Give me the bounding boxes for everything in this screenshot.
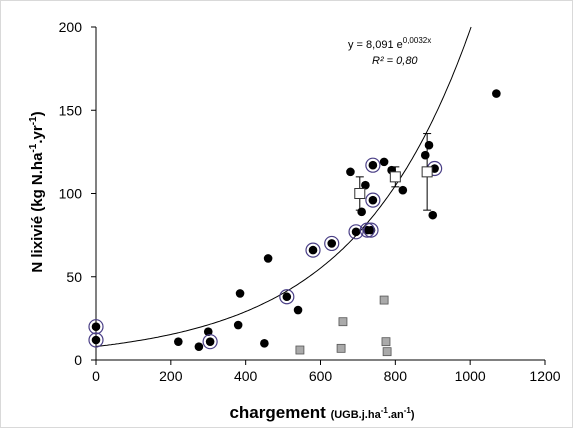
r-squared-name: R² [372, 55, 384, 67]
data-point-filled [235, 289, 245, 298]
data-point-filled [351, 227, 361, 237]
data-point-filled [293, 305, 303, 315]
data-point-filled [379, 157, 389, 167]
data-point-ring [324, 235, 340, 252]
data-point-ring [279, 289, 295, 305]
data-point-square [295, 345, 305, 355]
y-tick-labels: 0 50 100 150 200 [59, 19, 83, 368]
y-axis [91, 26, 97, 361]
data-point-open-square [389, 171, 401, 183]
data-point-ring [305, 242, 321, 258]
y-axis-title-mid: .yr [29, 125, 46, 144]
data-point-ring [348, 224, 364, 240]
x-axis-title-mid: .an [388, 409, 404, 421]
data-point-filled [424, 140, 434, 150]
x-axis-title-end: ) [411, 409, 415, 421]
y-axis-title-sup2: -1 [28, 116, 39, 125]
x-axis-title-main: chargement [229, 403, 326, 422]
x-tick-label: 0 [92, 368, 100, 384]
data-point-open-square [354, 188, 366, 199]
x-tick-label: 200 [159, 368, 183, 384]
data-point-filled [492, 89, 501, 98]
data-point-square [381, 337, 391, 347]
data-points [88, 89, 501, 357]
equation-prefix: y = 8,091 e [348, 39, 403, 51]
y-tick-label: 150 [59, 102, 83, 118]
equation-exponent: 0,0032x [403, 36, 431, 45]
y-axis-title-sup1: -1 [28, 143, 39, 152]
x-tick-label: 600 [309, 368, 333, 384]
data-point-filled [366, 225, 376, 235]
data-point-filled [327, 239, 337, 248]
data-point-square [379, 295, 389, 305]
data-point-ring [365, 157, 381, 173]
x-axis-title-unit: (UGB.j.ha [331, 409, 382, 421]
data-point-filled [174, 337, 183, 346]
data-point-ring [359, 222, 375, 238]
x-axis-title-sup1: -1 [381, 406, 389, 415]
r-squared-label: R² = 0,80 [372, 55, 418, 67]
data-point-square [382, 347, 392, 357]
data-point-ring [88, 332, 104, 348]
y-axis-title-main: N lixivié (kg N.ha [29, 152, 46, 273]
data-point-filled [205, 337, 215, 346]
x-tick-label: 1200 [529, 368, 560, 384]
data-point-filled [282, 292, 292, 302]
r-squared-value: = 0,80 [384, 55, 419, 67]
x-axis-title: chargement (UGB.j.ha-1.an-1) [229, 403, 414, 422]
data-point-filled [203, 327, 213, 336]
x-axis-title-sup2: -1 [404, 406, 412, 415]
y-tick-label: 50 [66, 269, 82, 285]
y-tick-label: 0 [74, 352, 82, 368]
data-point-filled [91, 335, 101, 345]
data-point-filled [428, 210, 438, 220]
x-tick-label: 800 [384, 368, 408, 384]
x-tick-label: 400 [234, 368, 258, 384]
data-point-filled [361, 180, 370, 190]
data-point-open-square [421, 166, 433, 178]
data-point-filled [308, 245, 318, 255]
data-point-filled [368, 195, 378, 205]
data-point-filled [346, 167, 355, 177]
data-point-filled [233, 320, 243, 330]
data-point-filled [357, 207, 366, 217]
data-point-filled [368, 160, 378, 170]
x-axis [95, 359, 546, 365]
x-tick-labels: 0 200 400 600 800 1000 1200 [92, 368, 561, 384]
equation-label: y = 8,091 e0,0032x [348, 36, 431, 51]
data-point-ring [363, 222, 379, 238]
data-point-ring [202, 334, 218, 350]
y-tick-label: 100 [59, 186, 83, 202]
y-tick-label: 200 [59, 19, 83, 35]
data-point-ring [88, 319, 104, 335]
data-point-ring [365, 192, 381, 208]
data-point-filled [260, 339, 269, 348]
data-point-filled [398, 185, 408, 195]
data-point-filled [420, 150, 430, 160]
data-point-filled [194, 342, 204, 351]
data-point-filled [263, 254, 273, 263]
data-point-square [338, 317, 348, 327]
exponential-fit-curve [95, 26, 472, 347]
data-point-filled [91, 322, 101, 332]
y-axis-title: N lixivié (kg N.ha-1.yr-1) [28, 111, 46, 272]
x-tick-label: 1000 [455, 368, 486, 384]
y-axis-title-end: ) [29, 111, 46, 116]
data-point-square [336, 343, 346, 353]
